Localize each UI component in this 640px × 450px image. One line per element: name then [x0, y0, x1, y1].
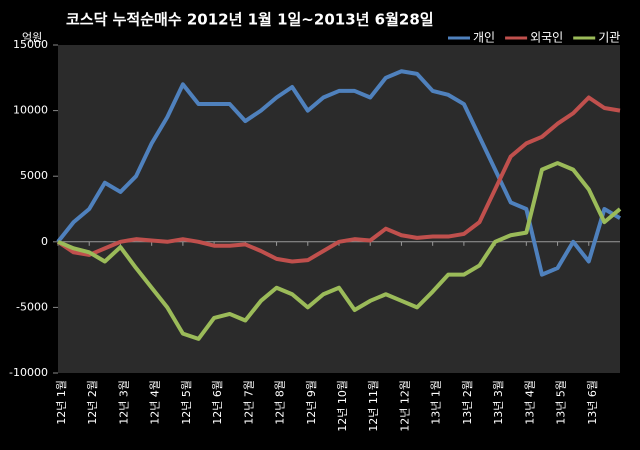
x-tick-label: 13년 2월 — [461, 380, 474, 425]
x-tick-label: 12년 5월 — [180, 380, 193, 425]
x-tick-label: 13년 1월 — [430, 380, 443, 425]
y-tick-label: -10000 — [9, 366, 48, 379]
x-tick-label: 13년 4월 — [523, 380, 536, 425]
x-tick-label: 12년 3월 — [117, 380, 130, 425]
x-tick-label: 12년 9월 — [305, 380, 318, 425]
legend-label: 개인 — [473, 31, 495, 45]
y-tick-label: 5000 — [20, 169, 48, 182]
y-tick-label: -5000 — [16, 300, 48, 313]
x-tick-label: 12년 7월 — [242, 380, 255, 425]
x-tick-label: 12년 11월 — [367, 380, 380, 432]
x-tick-label: 12년 8월 — [274, 380, 287, 425]
x-tick-label: 12년 2월 — [86, 380, 99, 425]
x-tick-label: 12년 6월 — [211, 380, 224, 425]
legend-label: 외국인 — [530, 31, 563, 45]
series-line — [56, 69, 622, 277]
chart-title: 코스닥 누적순매수 2012년 1월 1일~2013년 6월28일 — [66, 11, 434, 29]
series-line — [57, 161, 622, 341]
plot-area — [58, 45, 620, 373]
y-tick-label: 15000 — [13, 38, 48, 51]
x-tick-label: 12년 10월 — [336, 380, 349, 432]
x-tick-label: 13년 3월 — [492, 380, 505, 425]
series-line — [56, 95, 621, 264]
legend-label: 기관 — [598, 31, 620, 45]
y-tick-label: 0 — [41, 235, 48, 248]
y-axis-label: 억원 — [22, 31, 42, 44]
y-tick-label: 10000 — [13, 104, 48, 117]
x-tick-label: 12년 12월 — [398, 380, 411, 432]
x-tick-label: 12년 4월 — [149, 380, 162, 425]
x-tick-label: 13년 5월 — [555, 380, 568, 425]
x-tick-label: 13년 6월 — [586, 380, 599, 425]
x-tick-label: 12년 1월 — [55, 380, 68, 425]
